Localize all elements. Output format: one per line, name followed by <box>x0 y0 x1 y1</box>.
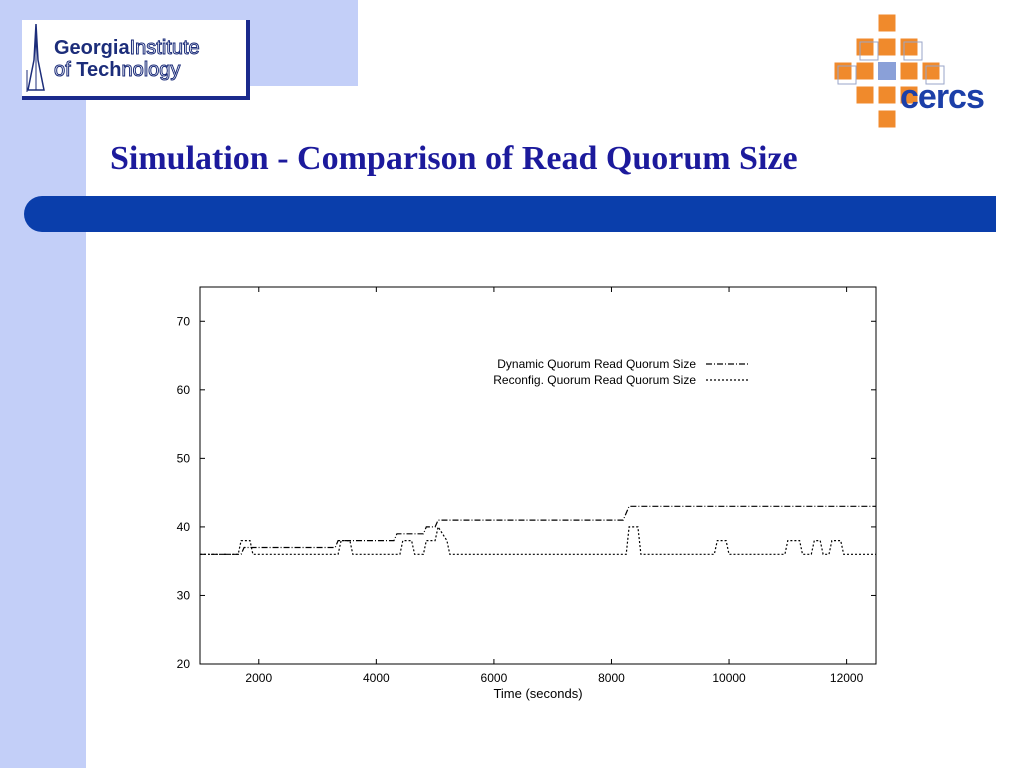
x-tick-label: 10000 <box>712 671 746 685</box>
y-tick-label: 50 <box>177 451 191 465</box>
series-line-dynamic-quorum <box>200 505 876 555</box>
legend-label-reconfig-quorum: Reconfig. Quorum Read Quorum Size <box>493 373 696 387</box>
series-line-reconfig-quorum <box>200 525 876 555</box>
x-tick-label: 8000 <box>598 671 625 685</box>
y-tick-label: 20 <box>177 657 191 671</box>
legend-label-dynamic-quorum: Dynamic Quorum Read Quorum Size <box>497 357 696 371</box>
gt-logo-of: of <box>53 59 77 81</box>
gt-logo-institute: Institute <box>129 37 200 59</box>
y-tick-label: 30 <box>177 588 191 602</box>
slide-title: Simulation - Comparison of Read Quorum S… <box>110 140 798 177</box>
tower-icon <box>26 23 45 92</box>
gt-logo-tech: Tech <box>76 59 122 81</box>
gt-logo-georgia: Georgia <box>54 37 130 59</box>
cercs-logo-icon <box>833 13 945 129</box>
cercs-logo-text: cercs <box>900 78 985 116</box>
title-underline-bar <box>24 196 996 232</box>
gt-logo-line1: GeorgiaInstitute <box>54 37 200 59</box>
plot-area-frame <box>199 286 877 665</box>
y-tick-label: 70 <box>177 314 191 328</box>
y-tick-label: 40 <box>177 520 191 534</box>
left-decor-band <box>0 0 86 768</box>
quorum-size-chart: 2000 4000 6000 8000 10000 12000 20 30 40 50 60 70 D… <box>177 286 877 701</box>
gt-logo-nology: nology <box>121 59 181 81</box>
x-tick-label: 4000 <box>363 671 390 685</box>
x-tick-label: 12000 <box>830 671 864 685</box>
x-tick-label: 2000 <box>245 671 272 685</box>
y-tick-label: 60 <box>177 383 191 397</box>
x-axis-label: Time (seconds) <box>493 686 582 701</box>
georgia-tech-logo: GeorgiaInstitute of Technology <box>22 20 250 100</box>
gt-logo-line2: of Technology <box>53 59 181 81</box>
x-tick-label: 6000 <box>481 671 508 685</box>
